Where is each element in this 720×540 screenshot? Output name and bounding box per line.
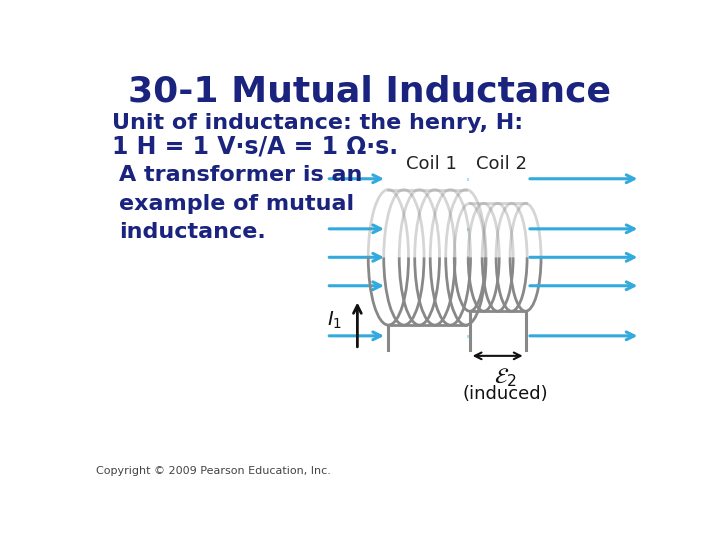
Text: A transformer is an
example of mutual
inductance.: A transformer is an example of mutual in… xyxy=(120,165,363,242)
Text: (induced): (induced) xyxy=(462,385,548,403)
Text: $I_1$: $I_1$ xyxy=(327,310,342,332)
Text: $\mathcal{E}_2$: $\mathcal{E}_2$ xyxy=(494,367,517,389)
Text: Copyright © 2009 Pearson Education, Inc.: Copyright © 2009 Pearson Education, Inc. xyxy=(96,466,331,476)
Text: Unit of inductance: the henry, H:: Unit of inductance: the henry, H: xyxy=(112,112,523,132)
Text: Coil 1: Coil 1 xyxy=(405,154,456,173)
Text: 1 H = 1 V·s/A = 1 Ω·s.: 1 H = 1 V·s/A = 1 Ω·s. xyxy=(112,134,398,158)
Text: 30-1 Mutual Inductance: 30-1 Mutual Inductance xyxy=(127,74,611,108)
Text: Coil 2: Coil 2 xyxy=(476,154,527,173)
